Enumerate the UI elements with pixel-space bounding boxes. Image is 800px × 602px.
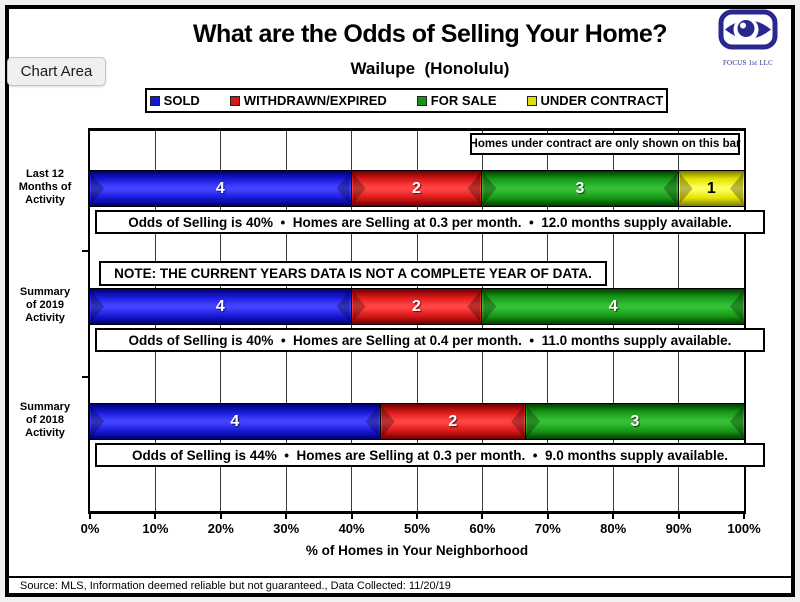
legend-label: WITHDRAWN/EXPIRED [243, 93, 387, 108]
legend-label: FOR SALE [430, 93, 497, 108]
gridline [351, 131, 353, 511]
gridline [416, 131, 418, 511]
gridline [678, 131, 680, 511]
source-text: Source: MLS, Information deemed reliable… [20, 579, 451, 592]
gridline [547, 131, 549, 511]
gridline [285, 131, 287, 511]
plot-area[interactable] [88, 128, 746, 514]
legend-swatch-icon [229, 95, 240, 106]
company-logo: FOCUS 1st LLC [710, 9, 786, 67]
legend-label: UNDER CONTRACT [540, 93, 664, 108]
legend: SOLD WITHDRAWN/EXPIRED FOR SALE UNDER CONTR… [145, 88, 668, 113]
legend-item: UNDER CONTRACT [526, 93, 664, 108]
legend-item: FOR SALE [416, 93, 497, 108]
x-axis-title: % of Homes in Your Neighborhood [305, 543, 529, 558]
legend-swatch-icon [416, 95, 427, 106]
logo-text: FOCUS 1st LLC [722, 59, 774, 67]
gridline [612, 131, 614, 511]
legend-swatch-icon [526, 95, 537, 106]
eye-logo-icon [718, 9, 778, 50]
chart-subtitle: Wailupe (Honolulu) [350, 59, 510, 78]
gridline [220, 131, 222, 511]
legend-item: SOLD [149, 93, 200, 108]
gridline [481, 131, 483, 511]
legend-item: WITHDRAWN/EXPIRED [229, 93, 387, 108]
source-strip: Source: MLS, Information deemed reliable… [9, 576, 791, 593]
legend-swatch-icon [149, 95, 160, 106]
chart-title: What are the Odds of Selling Your Home? [192, 20, 668, 48]
chart-area-tooltip: Chart Area [7, 57, 106, 86]
gridline [154, 131, 156, 511]
legend-label: SOLD [163, 93, 200, 108]
chart-area-tooltip-label: Chart Area [20, 63, 93, 80]
